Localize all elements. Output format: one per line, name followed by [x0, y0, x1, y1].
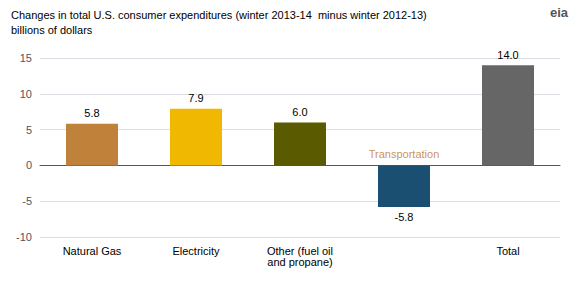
svg-text:5: 5 — [26, 124, 32, 136]
svg-text:Natural Gas: Natural Gas — [63, 245, 122, 257]
svg-text:15: 15 — [20, 52, 32, 64]
svg-text:Electricity: Electricity — [172, 245, 220, 257]
svg-text:-10: -10 — [16, 231, 32, 243]
svg-text:-5.8: -5.8 — [395, 211, 414, 223]
svg-text:6.0: 6.0 — [292, 106, 307, 118]
svg-text:10: 10 — [20, 88, 32, 100]
svg-text:billions of dollars: billions of dollars — [11, 24, 93, 36]
svg-text:-5: -5 — [22, 195, 32, 207]
svg-text:0: 0 — [26, 159, 32, 171]
svg-text:Other (fuel oil: Other (fuel oil — [267, 244, 333, 257]
svg-text:14.0: 14.0 — [497, 49, 518, 61]
svg-text:5.8: 5.8 — [84, 107, 99, 119]
svg-text:and propane): and propane) — [267, 256, 332, 268]
svg-text:eia: eia — [550, 5, 569, 20]
svg-text:Changes in total U.S. consumer: Changes in total U.S. consumer expenditu… — [11, 9, 427, 21]
svg-text:Total: Total — [496, 245, 519, 257]
svg-text:7.9: 7.9 — [188, 92, 203, 104]
svg-text:Transportation: Transportation — [369, 148, 440, 160]
